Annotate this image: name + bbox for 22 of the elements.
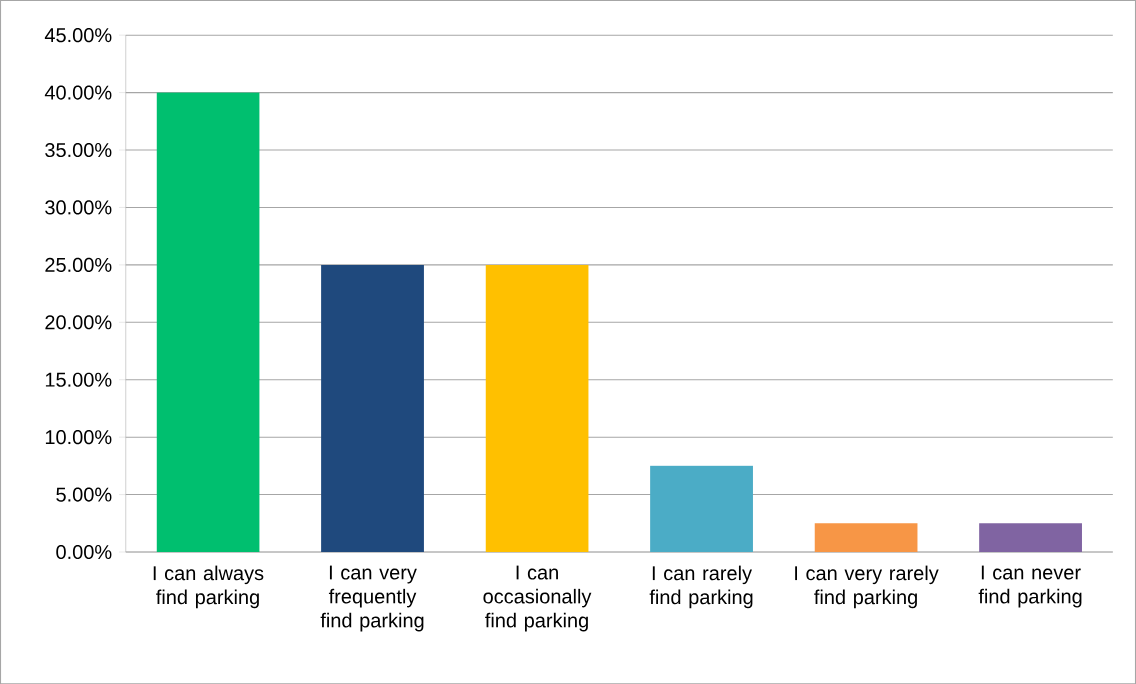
bar — [814, 523, 918, 552]
x-tick-label: I can very rarely find parking — [795, 565, 939, 608]
x-tick-label: I can occasionally find parking — [483, 565, 592, 632]
x-tick-label: I can rarely find parking — [649, 565, 753, 608]
y-tick-label: 30.00% — [45, 200, 112, 215]
y-tick-label: 40.00% — [44, 85, 112, 100]
bar — [485, 264, 589, 552]
x-tick-label: I can very frequently find parking — [320, 565, 424, 632]
y-tick-label: 5.00% — [56, 487, 112, 502]
bar — [156, 92, 260, 552]
y-tick-label: 10.00% — [45, 429, 112, 445]
bar — [650, 465, 753, 552]
y-tick-label: 45.00% — [44, 27, 112, 43]
bar — [321, 264, 424, 552]
y-tick-label: 20.00% — [45, 315, 112, 330]
y-tick-label: 0.00% — [56, 544, 112, 559]
y-tick-label: 35.00% — [45, 142, 112, 157]
x-tick-label: I can never find parking — [978, 565, 1082, 608]
x-tick-label: I can always find parking — [153, 565, 264, 608]
bar — [979, 523, 1082, 552]
y-tick-label: 25.00% — [45, 257, 112, 272]
y-tick-label: 15.00% — [45, 372, 112, 387]
